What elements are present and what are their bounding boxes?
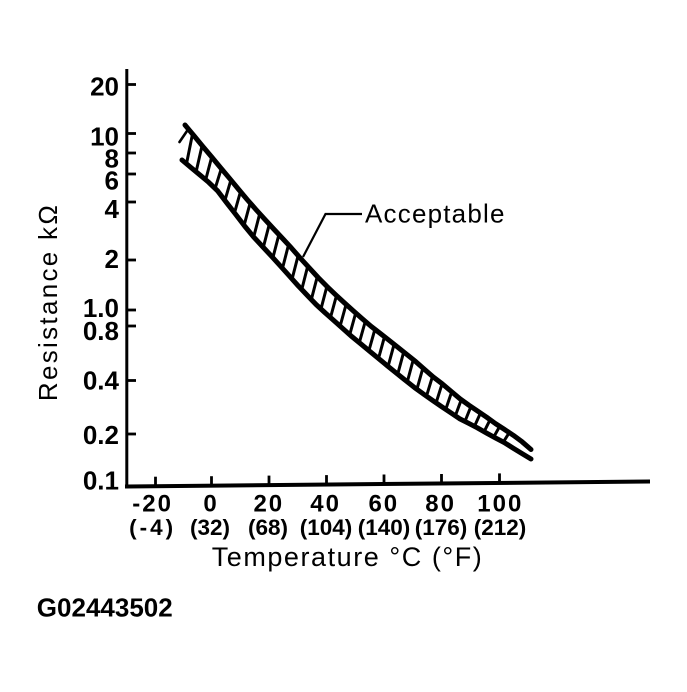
- svg-text:20: 20: [90, 72, 119, 102]
- svg-text:(32): (32): [190, 515, 230, 540]
- svg-text:8: 8: [105, 144, 119, 174]
- svg-text:80: 80: [425, 491, 456, 518]
- svg-text:0.4: 0.4: [83, 366, 120, 396]
- svg-text:(140): (140): [358, 515, 411, 540]
- svg-text:0.8: 0.8: [83, 316, 119, 346]
- svg-text:20: 20: [253, 491, 284, 518]
- svg-text:(104): (104): [300, 515, 353, 540]
- svg-text:4: 4: [105, 194, 120, 224]
- svg-text:Temperature °C (°F): Temperature °C (°F): [212, 542, 484, 572]
- svg-text:60: 60: [368, 491, 399, 518]
- svg-text:0: 0: [203, 491, 218, 518]
- svg-text:10: 10: [90, 122, 119, 152]
- svg-text:(212): (212): [474, 515, 527, 540]
- svg-text:-20: -20: [132, 491, 173, 518]
- svg-text:2: 2: [105, 244, 119, 274]
- svg-text:1.0: 1.0: [83, 293, 119, 323]
- svg-text:100: 100: [477, 491, 523, 518]
- svg-text:G02443502: G02443502: [37, 593, 173, 623]
- svg-text:(176): (176): [415, 515, 468, 540]
- svg-text:0.1: 0.1: [83, 466, 119, 496]
- svg-text:Resistance kΩ: Resistance kΩ: [33, 203, 63, 401]
- svg-text:(-4): (-4): [129, 515, 176, 540]
- svg-text:0.2: 0.2: [83, 420, 119, 450]
- svg-text:6: 6: [105, 166, 119, 196]
- svg-text:Acceptable: Acceptable: [365, 199, 506, 229]
- svg-text:40: 40: [310, 491, 341, 518]
- svg-text:(68): (68): [248, 515, 288, 540]
